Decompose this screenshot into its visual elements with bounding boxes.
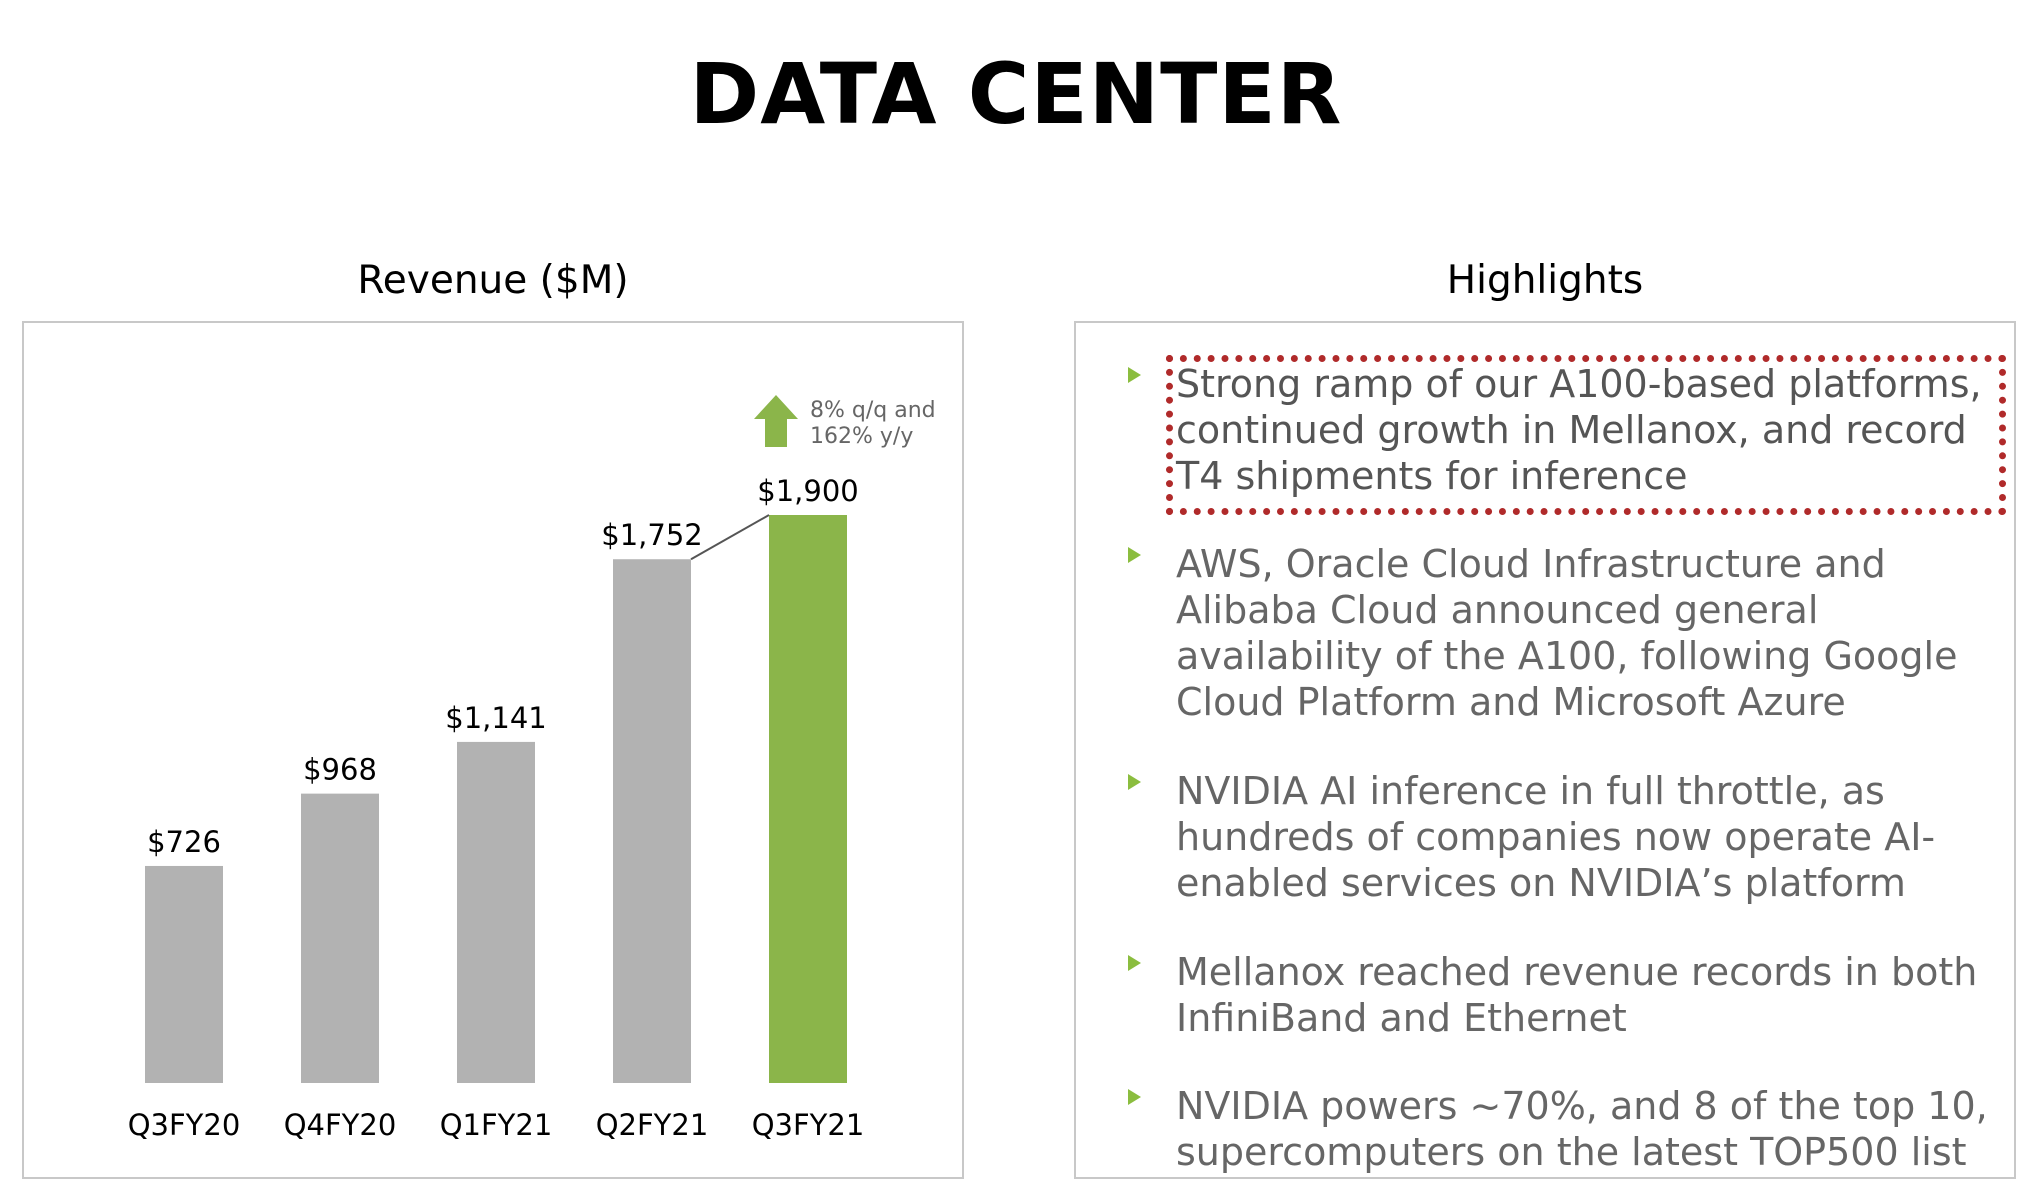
- category-label-q4fy20: Q4FY20: [284, 1108, 397, 1142]
- highlights-panel: Strong ramp of our A100-based platforms,…: [1074, 321, 2016, 1179]
- page-title: DATA CENTER: [689, 45, 1343, 143]
- category-label-q2fy21: Q2FY21: [596, 1108, 709, 1142]
- highlight-text: NVIDIA AI inference in full throttle, as…: [1176, 769, 1936, 905]
- bar-q4fy20: [301, 793, 379, 1083]
- value-label-q2fy21: $1,752: [601, 518, 702, 552]
- highlights-title: Highlights: [1446, 258, 1644, 303]
- growth-annotation-line-1: 8% q/q and: [810, 398, 936, 423]
- revenue-bar-chart: $726 Q3FY20 $968 Q4FY20 $1,141 Q1FY21 $1,752 Q2…: [128, 395, 936, 1142]
- value-label-q3fy21: $1,900: [757, 474, 858, 508]
- bar-q2fy21: [613, 559, 691, 1083]
- value-label-q1fy21: $1,141: [445, 701, 546, 735]
- bullet-arrow-icon: [1128, 774, 1141, 790]
- bullet-arrow-icon: [1128, 955, 1141, 971]
- category-label-q3fy21: Q3FY21: [752, 1108, 865, 1142]
- bullet-arrow-icon: [1128, 367, 1141, 383]
- highlight-text: Mellanox reached revenue records in both…: [1176, 950, 1978, 1040]
- category-label-q1fy21: Q1FY21: [440, 1108, 553, 1142]
- value-label-q3fy20: $726: [147, 825, 221, 859]
- value-label-q4fy20: $968: [303, 753, 377, 787]
- highlight-text: Strong ramp of our A100-based platforms,…: [1176, 362, 1982, 498]
- highlight-text: NVIDIA powers ~70%, and 8 of the top 10,…: [1176, 1084, 1988, 1174]
- growth-annotation-line-2: 162% y/y: [810, 424, 913, 449]
- growth-connector-line: [690, 514, 770, 561]
- revenue-chart-panel: $726 Q3FY20 $968 Q4FY20 $1,141 Q1FY21 $1,752 Q2…: [22, 321, 964, 1179]
- highlight-focus-box: [1166, 355, 2006, 515]
- bar-q3fy20: [145, 865, 223, 1083]
- bullet-arrow-icon: [1128, 547, 1141, 563]
- up-arrow-icon: [754, 395, 798, 447]
- chart-title: Revenue ($M): [357, 258, 629, 303]
- highlight-text: AWS, Oracle Cloud Infrastructure and Ali…: [1176, 542, 1958, 724]
- bar-q3fy21: [769, 515, 847, 1083]
- bullet-arrow-icon: [1128, 1089, 1141, 1105]
- bar-q1fy21: [457, 741, 535, 1083]
- highlights-list: Strong ramp of our A100-based platforms,…: [1076, 323, 2014, 1177]
- category-label-q3fy20: Q3FY20: [128, 1108, 241, 1142]
